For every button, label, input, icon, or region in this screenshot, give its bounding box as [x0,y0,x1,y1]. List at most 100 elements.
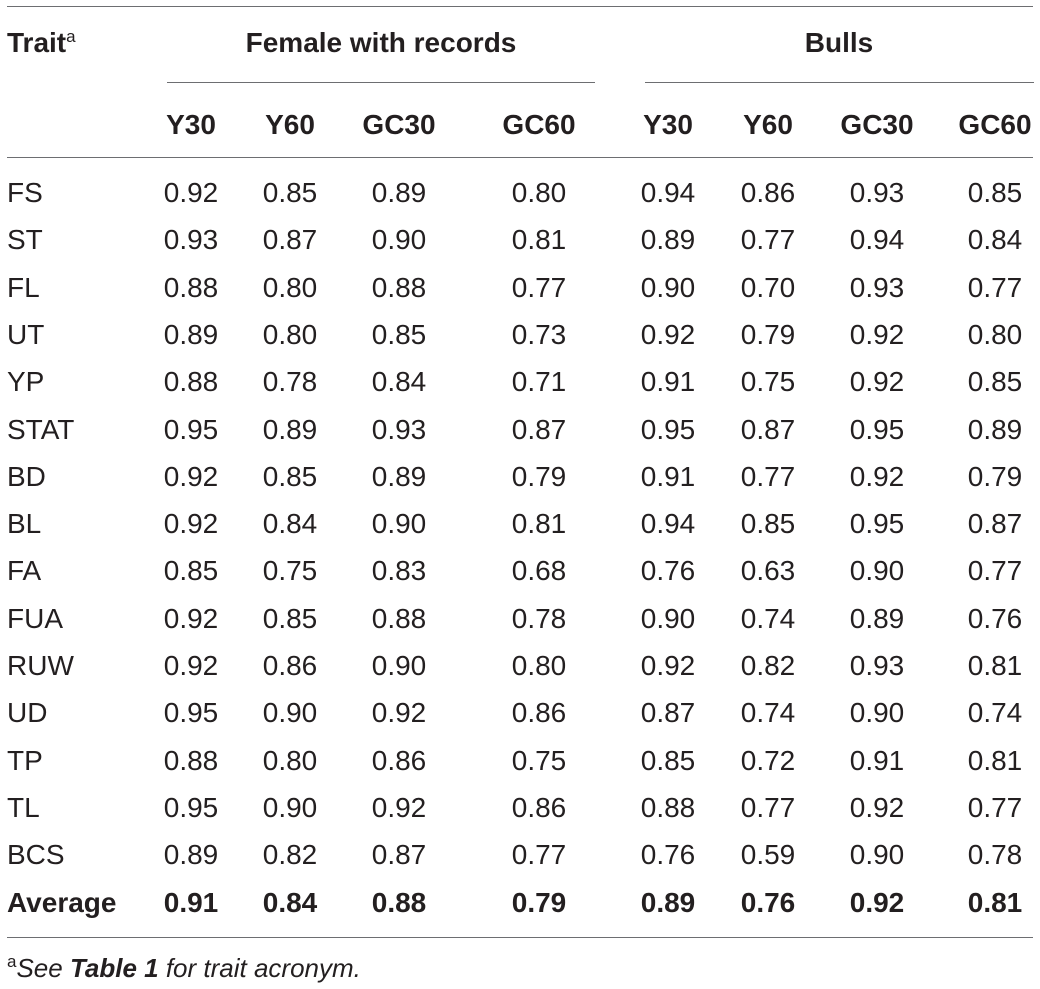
table-cell: 0.92 [371,697,427,728]
table-cell: 0.89 [262,414,318,445]
bulls-group-rule [645,82,1034,83]
table-cell: 0.88 [163,366,219,397]
table-cell: 0.84 [967,224,1023,255]
column-header: GC60 [502,109,576,140]
table-cell: 0.84 [371,366,427,397]
table-cell: 0.92 [849,319,905,350]
table-cell: 0.87 [967,508,1023,539]
trait-name: TL [7,792,40,823]
table-cell: 0.79 [511,887,567,918]
bulls-group-header: Bulls [804,27,874,58]
table-cell: 0.91 [640,461,696,492]
trait-name: BCS [7,839,65,870]
table-cell: 0.92 [163,461,219,492]
table-cell: 0.95 [849,508,905,539]
table-cell: 0.94 [640,508,696,539]
table-cell: 0.92 [849,366,905,397]
table-cell: 0.81 [511,224,567,255]
table-cell: 0.91 [849,745,905,776]
footnote-marker: a [7,952,17,971]
column-header: GC30 [840,109,914,140]
table-cell: 0.92 [640,650,696,681]
trait-name: YP [7,366,45,397]
table-cell: 0.92 [640,319,696,350]
table-cell: 0.90 [640,603,696,634]
table-cell: 0.89 [640,224,696,255]
table-cell: 0.78 [967,839,1023,870]
table-cell: 0.92 [163,177,219,208]
footnote-table-ref[interactable]: Table 1 [69,953,159,983]
table-cell: 0.75 [740,366,796,397]
table-cell: 0.76 [740,887,796,918]
table-cell: 0.94 [849,224,905,255]
table-cell: 0.90 [371,650,427,681]
table-cell: 0.75 [511,745,567,776]
table-cell: 0.76 [640,839,696,870]
trait-name: ST [7,224,43,255]
table-cell: 0.89 [849,603,905,634]
trait-footnote-marker: a [66,27,76,46]
table-cell: 0.95 [163,792,219,823]
table-cell: 0.89 [967,414,1023,445]
table-cell: 0.90 [640,272,696,303]
table-cell: 0.89 [371,177,427,208]
table-cell: 0.90 [262,792,318,823]
trait-name: UD [7,697,48,728]
table-cell: 0.73 [511,319,567,350]
table-cell: 0.95 [163,697,219,728]
table-cell: 0.80 [262,319,318,350]
table-cell: 0.85 [262,461,318,492]
footnote-prefix: See [16,953,70,983]
table-cell: 0.92 [163,650,219,681]
column-header: Y60 [265,109,315,140]
table-cell: 0.79 [511,461,567,492]
trait-name: STAT [7,414,75,445]
table-cell: 0.93 [849,272,905,303]
table-cell: 0.91 [163,887,219,918]
top-rule [7,6,1033,7]
column-header: Y30 [643,109,693,140]
table-cell: 0.86 [262,650,318,681]
table-footnote: aSee Table 1 for trait acronym. [7,952,361,983]
trait-name: FUA [7,603,63,634]
table-cell: 0.89 [640,887,696,918]
table-cell: 0.91 [640,366,696,397]
table-cell: 0.59 [740,839,796,870]
table-cell: 0.87 [740,414,796,445]
header-bottom-rule [7,157,1033,158]
table-cell: 0.71 [511,366,567,397]
table-cell: 0.63 [740,555,796,586]
table-cell: 0.76 [640,555,696,586]
table-cell: 0.89 [163,839,219,870]
table-cell: 0.88 [163,272,219,303]
table-cell: 0.77 [967,792,1023,823]
table-cell: 0.85 [740,508,796,539]
table-cell: 0.85 [967,366,1023,397]
trait-label: Trait [7,27,67,58]
table-cell: 0.80 [511,177,567,208]
table-cell: 0.81 [967,887,1023,918]
footnote-suffix: for trait acronym. [158,953,361,983]
table-cell: 0.90 [849,555,905,586]
table-cell: 0.77 [740,224,796,255]
table-cell: 0.90 [849,839,905,870]
column-header: GC60 [958,109,1032,140]
table-cell: 0.68 [511,555,567,586]
trait-name: FS [7,177,43,208]
table-cell: 0.88 [640,792,696,823]
table-cell: 0.87 [262,224,318,255]
table-cell: 0.90 [262,697,318,728]
bottom-rule [7,937,1033,938]
table-cell: 0.77 [740,461,796,492]
table-cell: 0.81 [511,508,567,539]
table-cell: 0.90 [371,508,427,539]
trait-name: FA [7,555,42,586]
table-cell: 0.90 [849,697,905,728]
table-cell: 0.77 [967,272,1023,303]
table-cell: 0.95 [163,414,219,445]
table-cell: 0.86 [511,697,567,728]
table-cell: 0.80 [967,319,1023,350]
table-cell: 0.81 [967,745,1023,776]
table-cell: 0.85 [262,603,318,634]
table-cell: 0.82 [740,650,796,681]
